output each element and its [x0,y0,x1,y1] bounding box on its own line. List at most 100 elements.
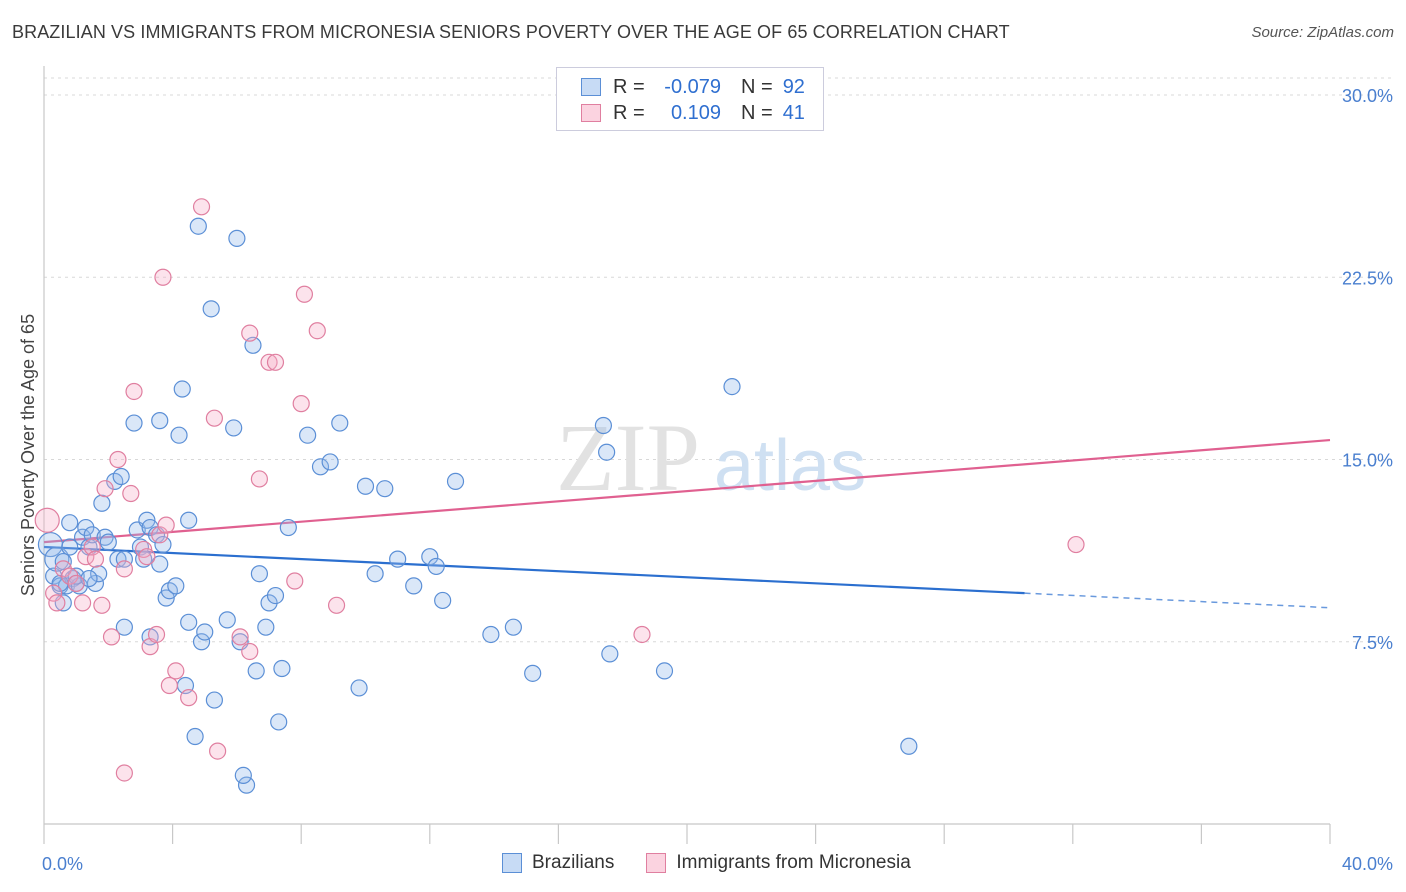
micronesia-point [241,324,259,342]
brazilian-point [446,472,465,490]
brazilian-point [61,538,79,556]
micronesia-point [93,596,111,614]
legend-r-value: 0.109 [670,101,721,124]
brazilian-point [167,577,185,595]
micronesia-point [286,572,304,590]
legend-swatch-micronesia [646,853,667,873]
brazilian-point [279,518,297,537]
legend-swatch-brazilians [581,78,601,96]
brazilian-point [90,565,108,583]
chart-title: BRAZILIAN VS IMMIGRANTS FROM MICRONESIA … [12,22,1010,42]
brazilian-point [504,618,522,636]
y-tick-label: 7.5% [1352,633,1393,653]
brazilian-point [218,611,236,629]
brazilian-point [93,494,111,512]
legend-row-micronesia: R = 0.109 N = 41 [581,101,805,125]
x-tick-label: 0.0% [42,854,83,874]
micronesia-point [138,548,156,566]
micronesia-point [102,628,121,646]
tick-labels: 7.5% 15.0% 22.5% 30.0% 0.0% 40.0% [42,86,1393,874]
legend-item-brazilians[interactable]: Brazilians [502,852,614,874]
legend-n-label: N = [741,101,773,124]
legend-n-value: 92 [782,75,805,98]
micronesia-point [241,642,259,661]
micronesia-point [48,594,66,612]
brazilian-point [61,514,79,532]
legend-item-micronesia[interactable]: Immigrants from Micronesia [646,852,911,874]
micronesia-point [96,480,114,498]
micronesia-point [45,584,63,602]
brazilian-point [594,416,613,435]
correlation-legend: R = -0.079 N = 92 R = 0.109 N = 41 [556,67,824,131]
legend-swatch-brazilians [502,853,522,873]
micronesia-point [180,689,198,707]
micronesia-point [160,676,178,695]
micronesia-point [192,198,211,216]
watermark-atlas: atlas [714,426,866,506]
source-credit: Source: ZipAtlas.com [1251,24,1394,41]
micronesia-point [266,353,285,371]
brazilian-point [80,569,98,588]
brazilian-point [189,217,207,235]
micronesia-point [73,594,92,612]
brazilian-point [151,555,169,573]
legend-r-value: -0.079 [664,75,721,98]
brazilian-point [228,229,246,247]
brazilian-point [321,453,339,471]
x-tick-label: 40.0% [1342,854,1393,874]
micronesia-point [205,409,223,427]
brazilian-point [655,662,674,680]
micronesia-point [109,450,127,469]
micronesia-point [147,625,166,644]
trend-lines [43,438,1331,609]
brazilian-point [54,552,72,571]
brazilian-point [170,426,188,444]
micronesia-point [115,764,133,782]
micronesia-point [295,285,314,303]
brazilian-point [356,477,375,495]
brazilian-point [900,737,918,755]
micronesia-point [115,560,133,578]
legend-r-label: R = [613,75,645,98]
brazilian-point [601,645,619,663]
y-tick-label: 30.0% [1342,86,1393,106]
brazilian-trend-line [43,545,1025,595]
brazilian-point [109,550,127,568]
micronesia-point [167,662,185,680]
brazilian-point [237,776,256,794]
brazilian-trend-extension [1024,592,1331,609]
y-axis-label: Seniors Poverty Over the Age of 65 [18,314,38,596]
watermark: ZIP atlas [556,404,866,511]
brazilian-point [273,659,291,678]
brazilian-point [427,557,445,576]
brazilian-point [186,727,204,746]
brazilian-point [96,528,114,546]
micronesia-point [260,353,278,371]
micronesia-point [67,574,85,593]
micronesia-point [209,742,227,760]
brazilian-point [205,691,223,709]
brazilian-point [154,535,172,554]
brazilian-point [202,300,220,318]
brazilian-point [192,633,211,651]
brazilian-point [331,414,349,432]
micronesia-point [250,470,269,488]
micronesia-point [122,484,140,503]
micronesia-point [154,268,172,286]
micronesia-trend-line [43,438,1331,544]
brazilian-point [234,766,252,785]
micronesia-point [125,382,143,401]
brazilian-point [247,662,265,680]
brazilian-point [421,548,439,566]
axes [43,66,1331,844]
brazilian-point [115,550,133,568]
micronesia-point [86,550,105,568]
brazilian-point [115,618,133,636]
brazilian-point [366,565,384,583]
brazilian-point [112,467,130,486]
micronesia-point [34,507,60,533]
micronesia-point [308,322,326,340]
y-tick-label: 22.5% [1342,268,1393,288]
brazilian-point [99,533,117,551]
micronesia-point [292,395,310,413]
